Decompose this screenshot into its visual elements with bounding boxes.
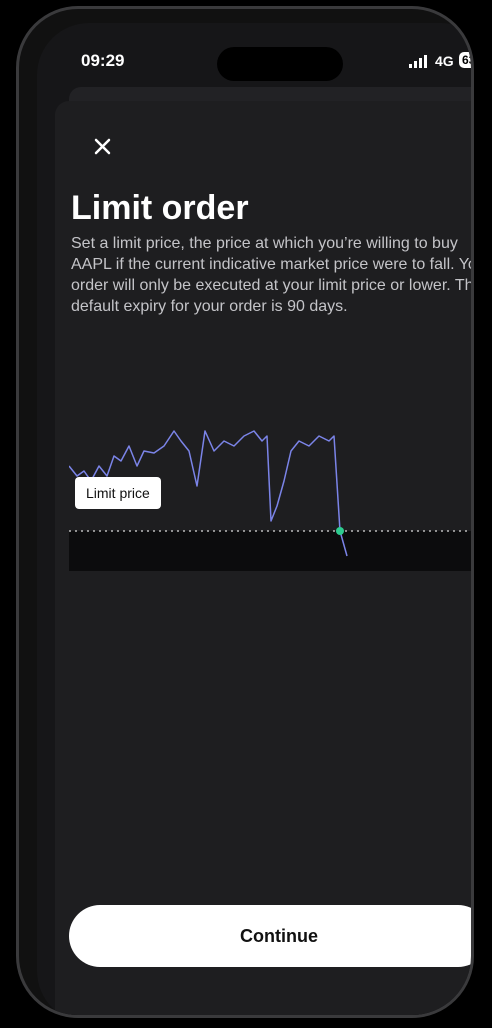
sheet-title: Limit order [71, 189, 249, 227]
status-time: 09:29 [81, 51, 125, 70]
close-button[interactable] [93, 137, 113, 157]
screen: 09:29 4G 63 Limit order Set a limit pric… [37, 23, 474, 1015]
bottom-sheet: Limit order Set a limit price, the price… [55, 101, 474, 1015]
limit-price-label: Limit price [75, 477, 161, 509]
network-label: 4G [435, 53, 454, 69]
battery-level: 63 [459, 52, 471, 68]
dynamic-island [217, 47, 343, 81]
phone-frame: 09:29 4G 63 Limit order Set a limit pric… [16, 6, 474, 1018]
signal-icon [409, 55, 427, 68]
continue-button[interactable]: Continue [69, 905, 471, 967]
sheet-description: Set a limit price, the price at which yo… [71, 235, 474, 315]
price-chart [69, 430, 471, 571]
